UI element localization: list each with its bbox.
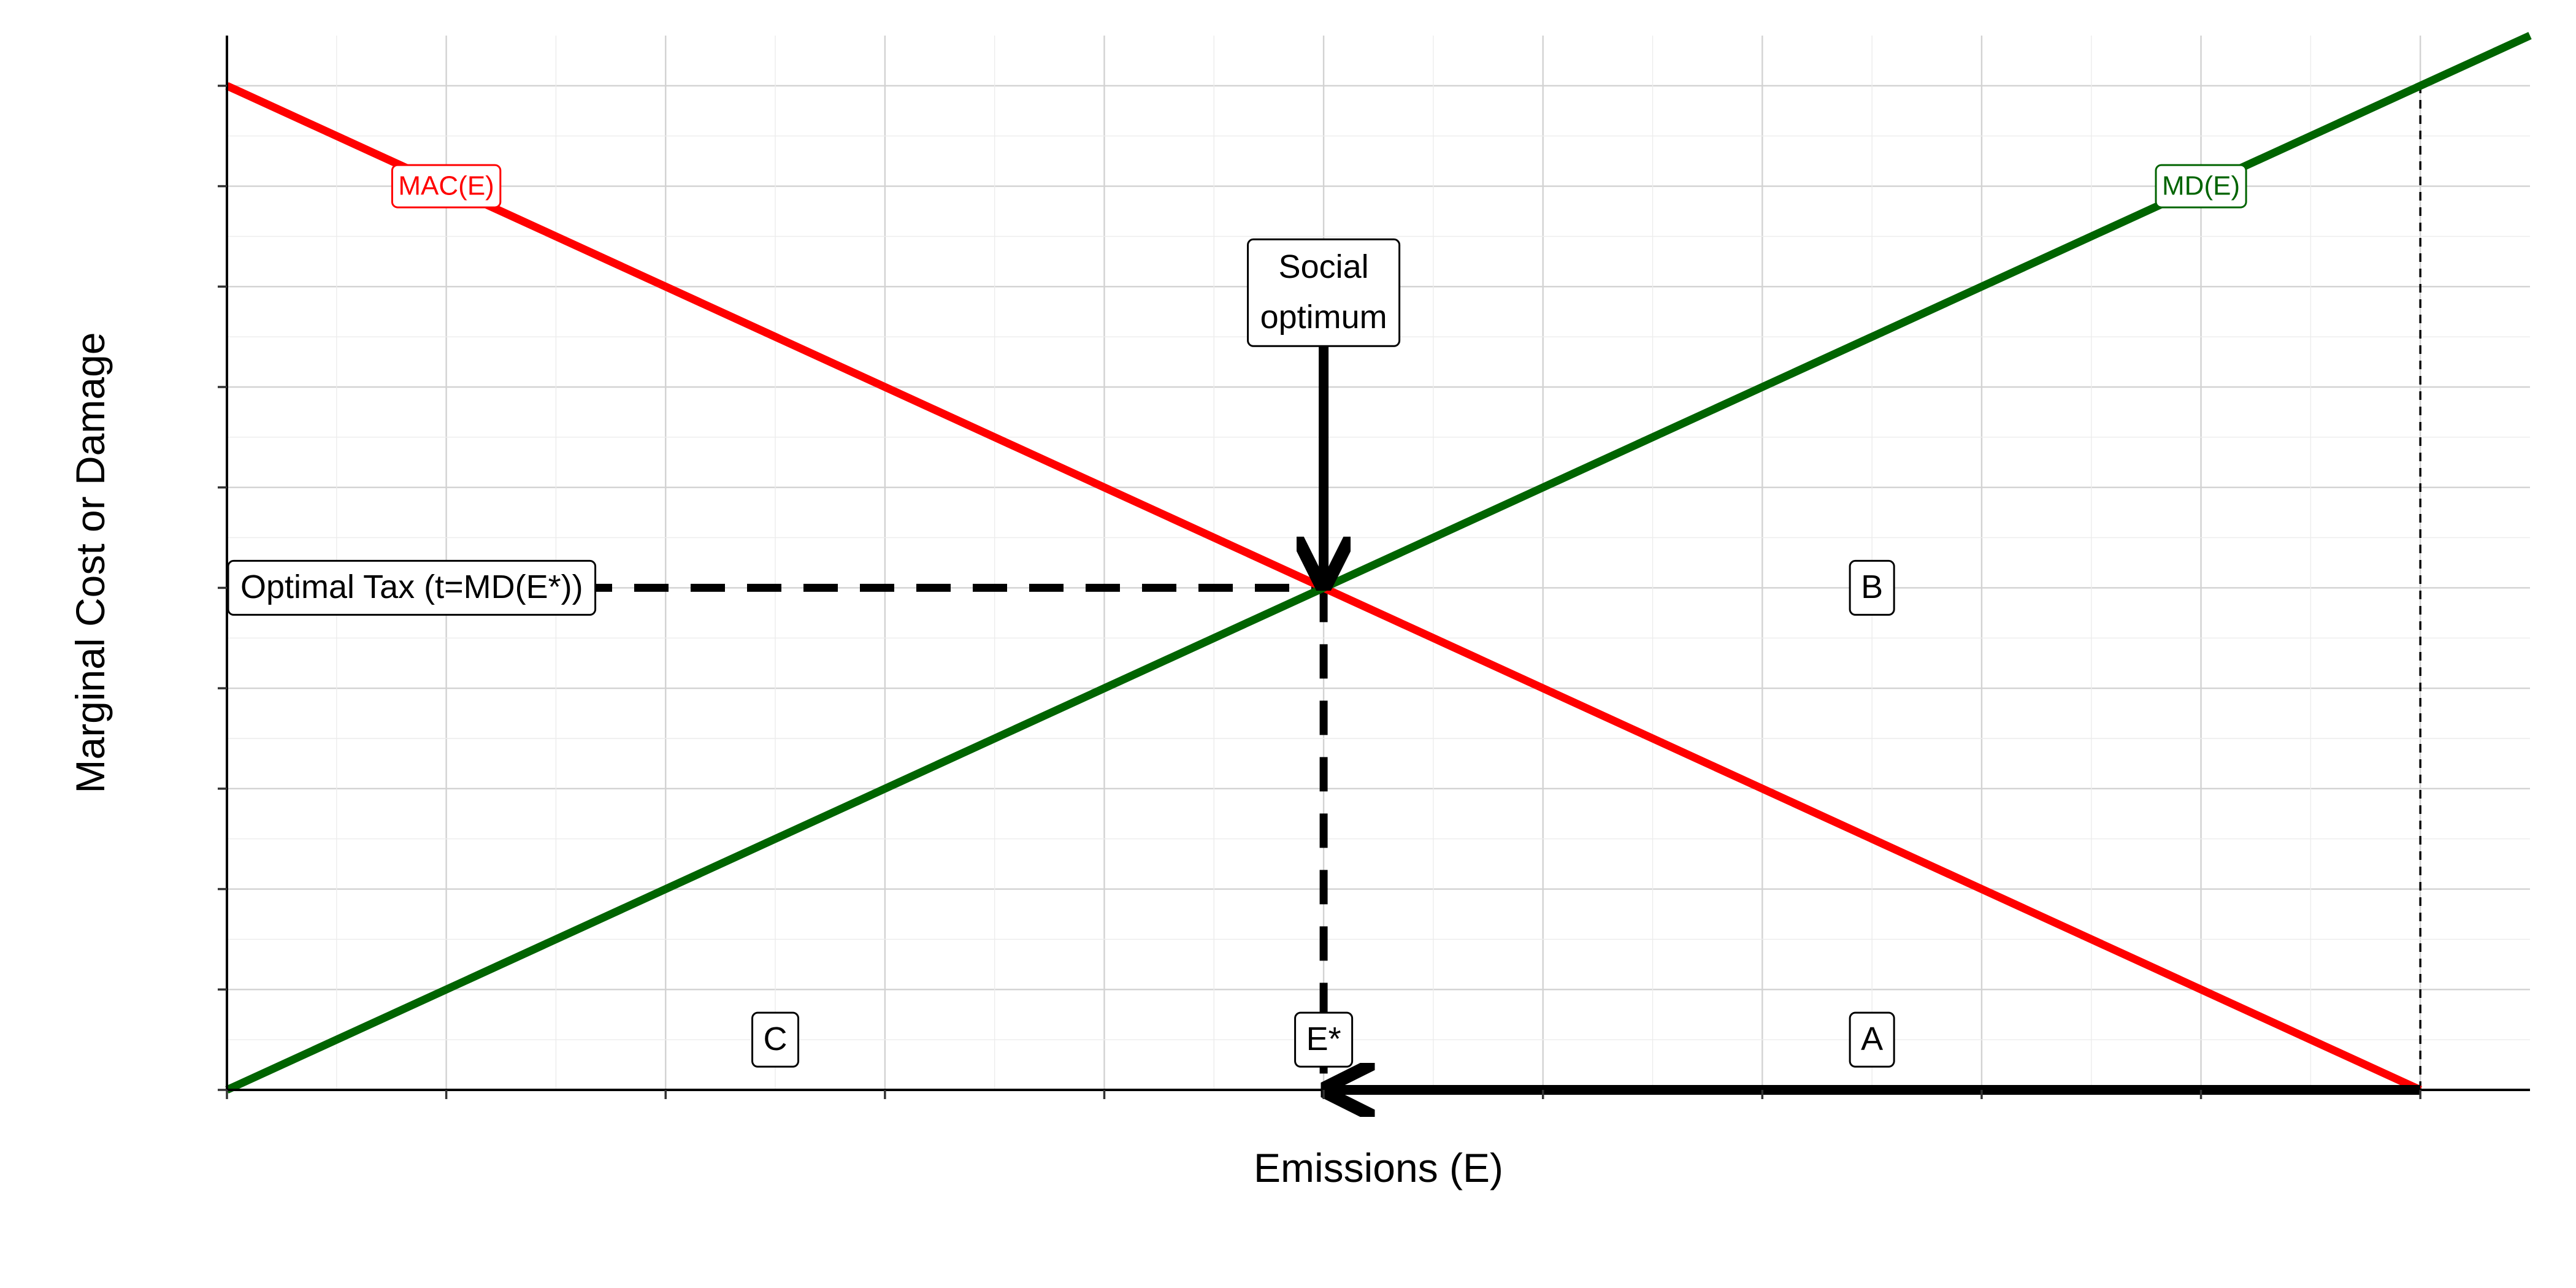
social-optimum-label-text: optimum (1260, 299, 1387, 335)
region-a-label-text: A (1861, 1021, 1883, 1057)
series-label-text: MD(E) (2162, 171, 2240, 201)
region-a-label: A (1849, 1011, 1895, 1068)
y-axis-title: Marginal Cost or Damage (67, 332, 113, 794)
series-line-md-e (225, 32, 2532, 1094)
region-b-label-box (1849, 559, 1895, 616)
region-a-label-box (1849, 1011, 1895, 1068)
optimal-tax-label: Optimal Tax (t=MD(E*)) (227, 559, 597, 616)
region-c-label: C (751, 1011, 800, 1068)
social-optimum-label: Social optimum (1247, 238, 1401, 347)
e-star-label-box (1294, 1011, 1354, 1068)
region-b-label-text: B (1861, 569, 1883, 605)
annotation-labels: MAC(E) MD(E) Social optimum Optimal Tax (t=M… (227, 164, 2247, 1068)
optimal-tax-label-text: Optimal Tax (t=MD(E*)) (240, 569, 583, 605)
axes (218, 36, 2530, 1099)
series-label-text: MAC(E) (398, 171, 494, 201)
e-star-label-text: E* (1306, 1021, 1341, 1057)
series-label: MD(E) (2155, 164, 2247, 209)
social-optimum-label-box (1247, 238, 1401, 347)
social-optimum-label-text: Social (1279, 248, 1369, 285)
region-c-label-box (751, 1011, 800, 1068)
series-label-box (391, 164, 502, 209)
series-label: MAC(E) (391, 164, 502, 209)
series-label-box (2155, 164, 2247, 209)
e-star-label: E* (1294, 1011, 1354, 1068)
region-b-label: B (1849, 559, 1895, 616)
region-c-label-text: C (764, 1021, 788, 1057)
optimal-tax-label-box (227, 559, 597, 616)
x-axis-title: Emissions (E) (1254, 1145, 1503, 1190)
